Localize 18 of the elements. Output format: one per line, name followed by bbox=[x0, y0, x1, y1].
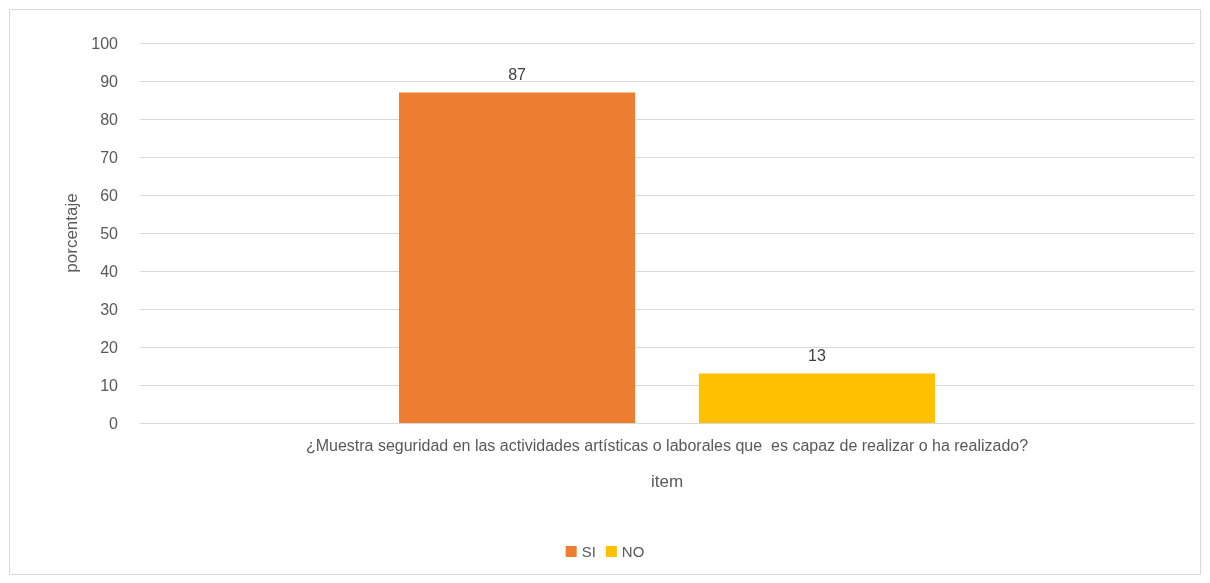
y-tick-label: 10 bbox=[100, 376, 119, 394]
x-axis-title: item bbox=[650, 472, 684, 491]
y-tick-label: 0 bbox=[109, 414, 119, 432]
data-label: 87 bbox=[508, 65, 527, 83]
y-tick-label: 70 bbox=[100, 148, 119, 166]
y-tick-label: 60 bbox=[100, 186, 119, 204]
y-tick-label: 30 bbox=[100, 300, 119, 318]
y-tick-label: 100 bbox=[91, 34, 119, 52]
x-tick-label: ¿Muestra seguridad en las actividades artísticas o laborales que es capaz de realizar o ha realizado? bbox=[305, 436, 1029, 454]
y-tick-label: 50 bbox=[100, 224, 119, 242]
y-tick-label: 20 bbox=[100, 338, 119, 356]
y-tick-label: 80 bbox=[100, 110, 119, 128]
y-tick-label: 90 bbox=[100, 72, 119, 90]
y-axis-title: porcentaje bbox=[62, 193, 81, 273]
legend-label: SI bbox=[581, 543, 596, 560]
y-tick-label: 40 bbox=[100, 262, 119, 280]
data-label: 13 bbox=[808, 347, 826, 365]
legend-label: NO bbox=[621, 543, 645, 560]
